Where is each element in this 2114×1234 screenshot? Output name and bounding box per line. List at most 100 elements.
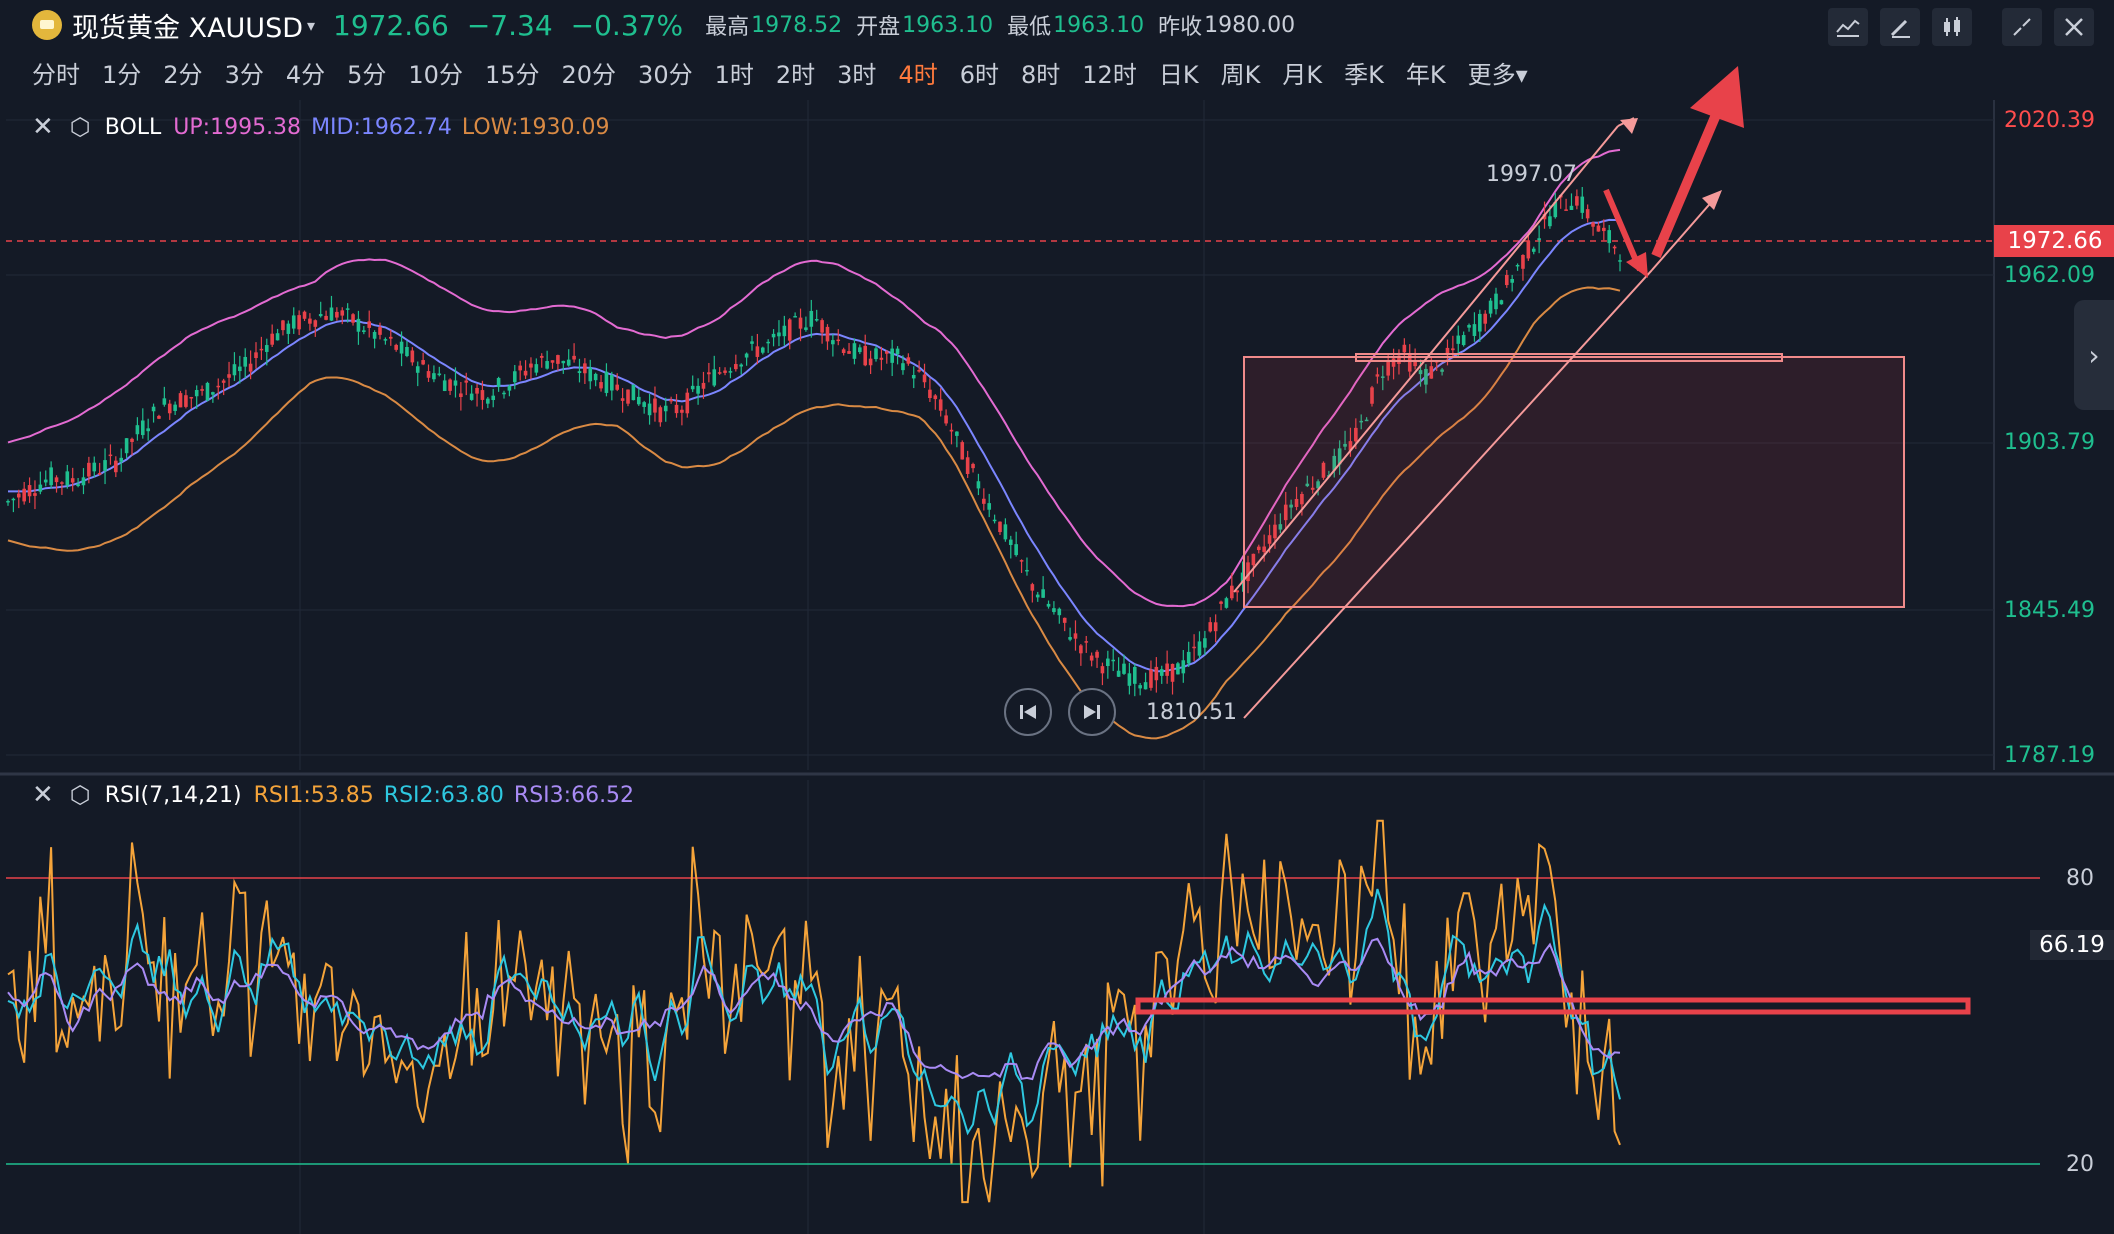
period-tab[interactable]: 3时 — [837, 60, 877, 89]
period-tab[interactable]: 8时 — [1021, 60, 1061, 89]
candle-body — [1035, 594, 1040, 598]
candle-body — [1585, 209, 1590, 219]
draw-pen-icon[interactable] — [1880, 8, 1920, 46]
candle-style-icon[interactable] — [1932, 8, 1972, 46]
candle-body — [1192, 646, 1196, 649]
candle-body — [184, 395, 188, 407]
period-tab[interactable]: 月K — [1282, 60, 1323, 89]
candle-body — [1580, 196, 1585, 213]
period-tab[interactable]: 15分 — [484, 60, 540, 89]
candle-body — [523, 370, 528, 376]
candle-body — [87, 462, 91, 477]
expand-panel-chevron-icon[interactable]: › — [2074, 300, 2114, 410]
period-tab[interactable]: 30分 — [638, 60, 693, 89]
candle-body — [809, 310, 814, 327]
period-tab[interactable]: 4时 — [898, 60, 938, 89]
candle-body — [604, 371, 609, 393]
candle-body — [858, 347, 862, 353]
candle-body — [599, 382, 603, 389]
close-indicator-icon[interactable]: ✕ — [32, 112, 54, 142]
candle-body — [944, 415, 948, 424]
candle-body — [1116, 670, 1121, 677]
open-label: 开盘 — [856, 15, 901, 40]
candle-body — [841, 349, 846, 354]
candle-body — [610, 375, 614, 391]
candle-body — [658, 407, 663, 423]
close-indicator-icon[interactable]: ✕ — [32, 780, 54, 810]
candle-body — [1337, 448, 1342, 465]
skip-back-icon[interactable] — [1004, 688, 1052, 736]
candle-body — [1143, 682, 1148, 690]
period-tab[interactable]: 4分 — [285, 60, 326, 89]
fullscreen-icon[interactable] — [2002, 8, 2042, 46]
period-tab[interactable]: 6时 — [959, 60, 999, 89]
period-tab[interactable]: 2分 — [163, 60, 203, 89]
candle-body — [739, 364, 744, 367]
period-tab[interactable]: 分时 — [32, 60, 80, 89]
candle-body — [577, 371, 582, 374]
period-tab[interactable]: 年K — [1405, 60, 1446, 89]
rsi-level-20: 20 — [2066, 1152, 2094, 1177]
period-tab[interactable]: 周K — [1220, 60, 1261, 89]
candle-body — [615, 384, 620, 390]
candle-body — [1030, 584, 1035, 591]
period-tab[interactable]: 日K — [1158, 60, 1199, 89]
rsi-legend: ✕ ⬡ RSI(7,14,21) RSI1:53.85 RSI2:63.80 R… — [32, 780, 634, 810]
price-axis-tick: 1787.19 — [2004, 743, 2095, 768]
period-tab[interactable]: 1分 — [102, 60, 142, 89]
candle-body — [1084, 641, 1089, 643]
period-tab[interactable]: 10分 — [408, 60, 463, 89]
settings-gear-icon[interactable]: ⬡ — [69, 781, 91, 809]
period-tab[interactable]: 20分 — [561, 60, 617, 89]
candle-body — [814, 319, 819, 321]
candle-body — [1612, 246, 1617, 249]
candle-body — [938, 399, 943, 411]
candle-body — [335, 311, 339, 318]
instrument-title[interactable]: 现货黄金 XAUUSD — [72, 12, 304, 44]
boll-legend: ✕ ⬡ BOLL UP:1995.38 MID:1962.74 LOW:1930… — [32, 112, 610, 142]
candle-body — [469, 393, 474, 400]
skip-forward-icon[interactable] — [1068, 688, 1116, 736]
period-tab[interactable]: 1时 — [714, 60, 754, 89]
period-tab[interactable]: 5分 — [347, 60, 387, 89]
candle-body — [502, 392, 506, 395]
candle-body — [275, 333, 280, 341]
candle-body — [852, 343, 857, 359]
candle-body — [238, 366, 242, 372]
indicator-icon[interactable] — [1828, 8, 1868, 46]
candle-body — [1019, 560, 1024, 562]
candle-body — [884, 351, 889, 354]
candle-body — [777, 332, 781, 337]
candle-body — [545, 361, 549, 369]
candle-body — [1321, 462, 1326, 478]
candle-body — [1348, 441, 1353, 451]
candle-body — [1170, 663, 1175, 682]
candle-body — [103, 460, 107, 471]
candle-body — [1391, 358, 1396, 367]
candle-body — [1300, 493, 1304, 505]
period-tab[interactable]: 2时 — [775, 60, 816, 89]
candle-body — [1386, 361, 1390, 376]
period-tab[interactable]: 3分 — [224, 60, 264, 89]
high-value: 1978.52 — [751, 12, 843, 38]
candle-body — [146, 428, 150, 432]
candle-body — [642, 402, 646, 407]
rsi2-line — [7, 888, 1621, 1136]
prev-close-label: 昨收 — [1158, 15, 1203, 40]
candle-body — [1564, 209, 1568, 211]
candle-body — [1343, 443, 1347, 447]
period-tab[interactable]: 12时 — [1082, 60, 1137, 89]
close-icon[interactable] — [2054, 8, 2094, 46]
candle-body — [459, 393, 463, 398]
period-tab[interactable]: 更多▾ — [1467, 60, 1528, 89]
candle-body — [901, 363, 905, 371]
candle-body — [178, 393, 183, 408]
chevron-down-icon[interactable]: ▾ — [307, 15, 316, 35]
candle-body — [1483, 313, 1488, 324]
settings-gear-icon[interactable]: ⬡ — [69, 113, 91, 141]
candle-body — [507, 385, 512, 391]
rsi1-value: RSI1:53.85 — [253, 782, 374, 808]
candle-body — [60, 482, 64, 484]
period-tab[interactable]: 季K — [1344, 60, 1384, 89]
